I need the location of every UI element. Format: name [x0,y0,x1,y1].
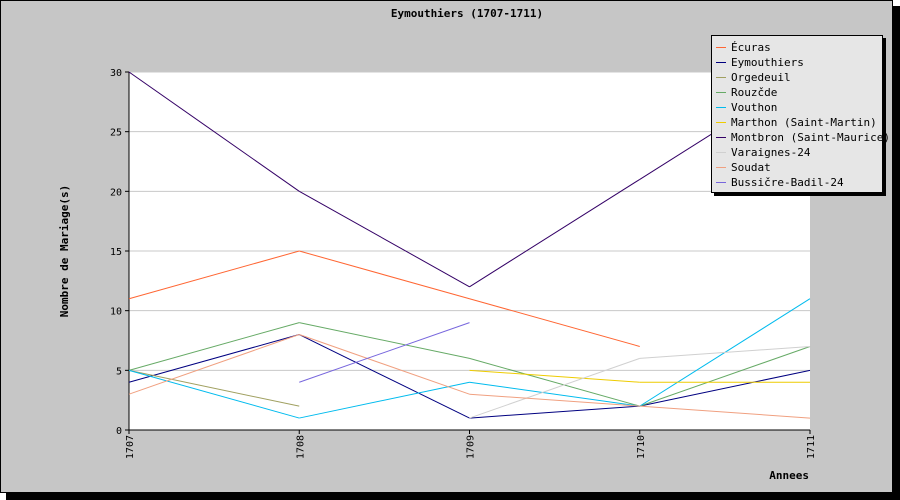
legend-swatch [716,47,726,48]
legend-item: Montbron (Saint-Maurice) [716,130,890,145]
frame-shadow-bottom [6,493,900,500]
legend-swatch [716,137,726,138]
series-segment [469,178,641,288]
legend-label: Bussičre-Badil-24 [731,176,844,189]
legend-item: Orgedeuil [716,70,791,85]
series-segment [128,322,300,371]
y-tick-label: 20 [110,187,122,198]
legend-swatch [716,152,726,153]
series-segment [469,405,640,419]
series-segment [639,369,811,407]
y-tick-label: 30 [110,68,122,79]
legend-label: Marthon (Saint-Martin) [731,116,877,129]
series-segment [639,345,811,359]
x-tick-label: 1709 [466,435,477,459]
legend-swatch [716,182,726,183]
series-segment [299,334,470,419]
series-7 [469,345,811,419]
y-tick-label: 0 [116,426,122,437]
legend-item: Vouthon [716,100,777,115]
legend-item: Rouzčde [716,85,777,100]
legend-label: Varaignes-24 [731,146,811,159]
legend-label: Montbron (Saint-Maurice) [731,131,890,144]
legend-item: Eymouthiers [716,55,804,70]
legend-label: Eymouthiers [731,56,804,69]
chart-title: Eymouthiers (1707-1711) [391,7,543,20]
series-segment [128,369,300,407]
x-tick-label: 1710 [636,435,647,459]
series-segment [299,322,470,383]
series-segment [299,190,470,288]
series-0 [128,250,640,347]
x-tick-label: 1707 [125,435,136,459]
legend-item: Bussičre-Badil-24 [716,175,844,190]
y-tick-label: 15 [110,247,122,258]
legend-swatch [716,92,726,93]
legend-swatch [716,122,726,123]
series-segment [128,369,300,419]
legend-item: Marthon (Saint-Martin) [716,115,877,130]
series-segment [128,71,300,192]
y-tick-label: 25 [110,128,122,139]
series-5 [469,369,810,383]
series-3 [128,322,811,407]
legend-label: Vouthon [731,101,778,114]
y-tick-label: 10 [110,307,122,318]
x-tick-labels: 1707 1708 1709 1710 1711 [125,430,817,459]
series-segment [299,250,470,300]
x-tick-label: 1711 [806,435,817,459]
x-tick-label: 1708 [295,435,306,459]
series-segment [469,357,640,407]
series-segment [639,405,811,419]
legend-item: Écuras [716,40,771,55]
y-tick-label: 5 [116,366,122,377]
series-segment [299,334,470,395]
y-tick-labels: 0 5 10 15 20 25 30 [110,68,129,437]
series-1 [128,334,811,419]
series-segment [128,334,300,395]
legend-item: Varaignes-24 [716,145,810,160]
legend: Écuras Eymouthiers Orgedeuil Rouzčde Vouthon… [711,35,890,193]
legend-label: Soudat [731,161,771,174]
series-segment [469,357,640,419]
series-lines [128,71,811,419]
legend-swatch [716,77,726,78]
legend-swatch [716,107,726,108]
legend-swatch [716,167,726,168]
series-segment [299,322,470,359]
legend-label: Écuras [731,41,771,54]
frame-shadow-right [893,6,900,500]
series-2 [128,369,300,407]
legend-swatch [716,62,726,63]
legend-label: Rouzčde [731,86,778,99]
series-segment [469,381,640,407]
series-segment [299,381,470,419]
series-9 [299,322,470,383]
series-segment [469,298,640,347]
y-axis-label: Nombre de Mariage(s) [58,185,71,317]
series-8 [128,334,811,419]
x-axis-label: Annees [769,469,809,482]
series-segment [469,393,640,407]
series-segment [128,334,300,383]
legend-label: Orgedeuil [731,71,791,84]
series-segment [639,345,811,407]
legend-item: Soudat [716,160,771,175]
series-segment [469,369,640,383]
series-segment [128,250,300,300]
